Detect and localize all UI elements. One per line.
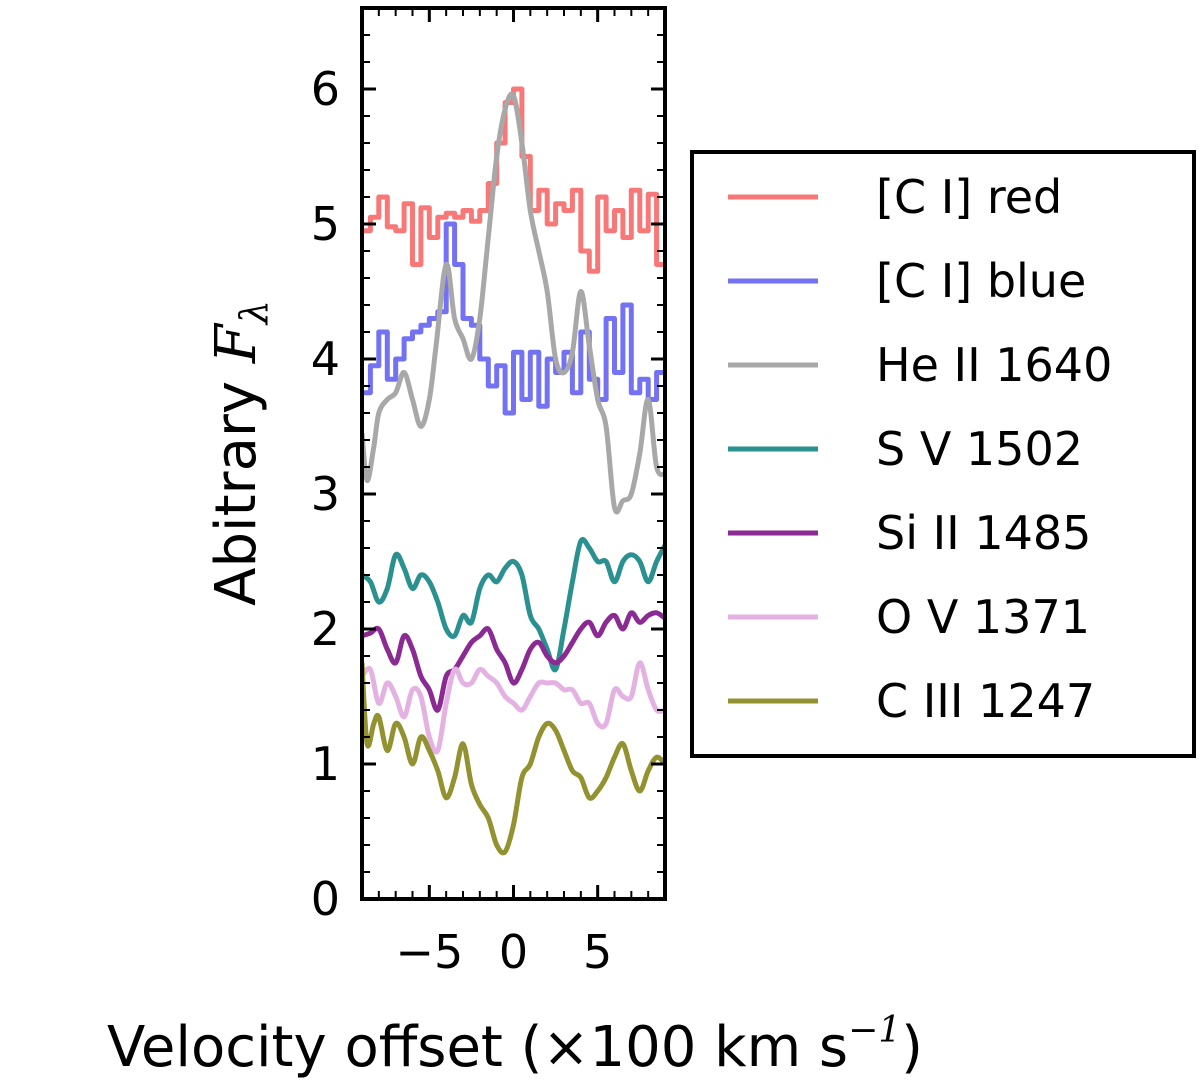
series-line-2 xyxy=(362,91,665,515)
ytick-label: 5 xyxy=(311,197,340,251)
legend-label-5: O V 1371 xyxy=(876,590,1090,644)
xtick-label: 5 xyxy=(583,925,612,979)
ytick-label: 2 xyxy=(311,602,340,656)
series-line-3 xyxy=(362,536,665,673)
ytick-label: 3 xyxy=(311,467,340,521)
legend-label-6: C III 1247 xyxy=(876,674,1095,728)
plot-frame xyxy=(360,6,667,901)
series-line-5 xyxy=(362,660,665,755)
legend-label-1: [C I] blue xyxy=(876,254,1086,308)
y-axis-title-subscript: λ xyxy=(232,300,276,326)
major-ticks xyxy=(362,8,665,901)
xtick-label: −5 xyxy=(395,925,463,979)
xtick-labels: −5 0 5 xyxy=(395,925,612,979)
series-layer xyxy=(362,86,665,856)
minor-ticks xyxy=(361,7,666,899)
ytick-label: 0 xyxy=(311,872,340,926)
legend-label-4: Si II 1485 xyxy=(876,506,1091,560)
legend-label-3: S V 1502 xyxy=(876,422,1083,476)
series-line-4 xyxy=(362,610,665,713)
series-line-6 xyxy=(362,662,665,856)
y-axis-title-symbol: F xyxy=(204,322,269,364)
legend: [C I] red [C I] blue He II 1640 S V 1502 Si … xyxy=(690,150,1196,758)
x-axis-title-exponent: −1 xyxy=(848,1010,901,1051)
xtick-label: 0 xyxy=(499,925,528,979)
series-line-0 xyxy=(362,86,665,274)
ytick-label: 4 xyxy=(311,332,340,386)
ytick-labels: 0 1 2 3 4 5 6 xyxy=(311,62,340,926)
x-axis-title: Velocity offset (×100 km s−1) xyxy=(107,1010,923,1080)
ytick-label: 1 xyxy=(311,737,340,791)
ytick-label: 6 xyxy=(311,62,340,116)
legend-label-0: [C I] red xyxy=(876,170,1062,224)
legend-frame xyxy=(690,150,1196,758)
legend-label-2: He II 1640 xyxy=(876,338,1112,392)
series-line-1 xyxy=(362,221,665,416)
y-axis-title: Abitrary Fλ xyxy=(204,300,276,606)
x-axis-title-suffix: ) xyxy=(901,1015,923,1080)
